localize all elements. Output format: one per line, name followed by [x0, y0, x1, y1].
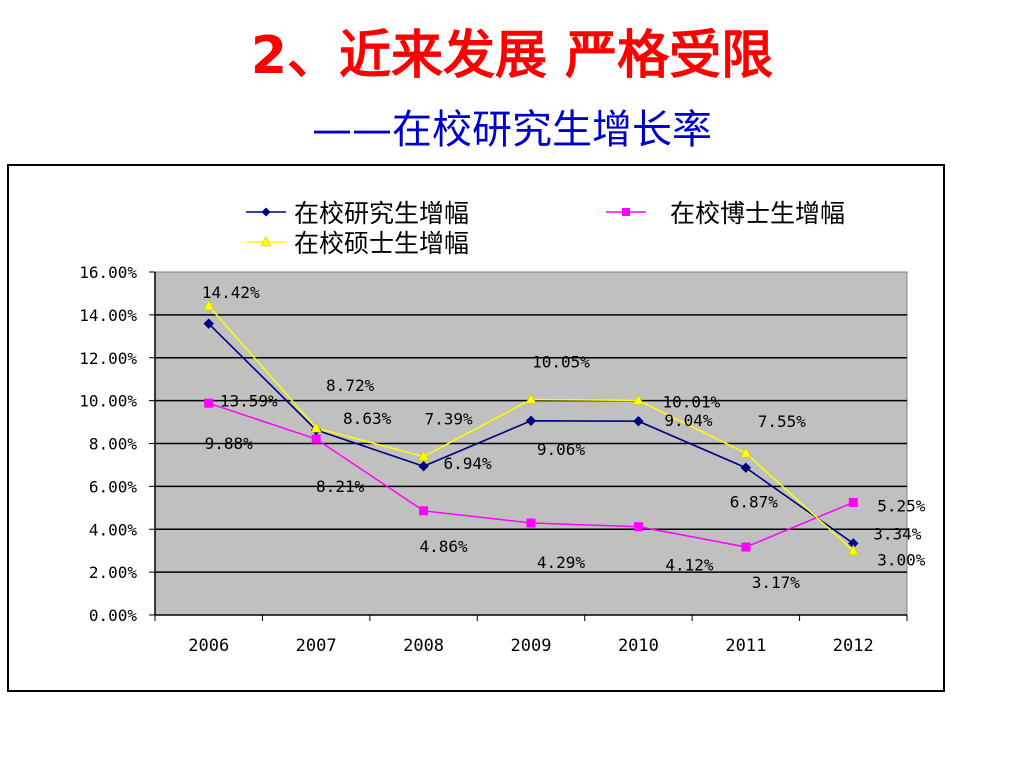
y-tick-label: 4.00%	[89, 520, 138, 539]
series-3-point	[525, 393, 537, 404]
series-2-point	[419, 506, 429, 516]
y-tick-label: 16.00%	[79, 263, 137, 282]
data-label: 6.94%	[443, 454, 492, 473]
data-label: 8.72%	[326, 376, 375, 395]
y-tick-label: 6.00%	[89, 477, 138, 496]
x-tick-label: 2009	[511, 636, 552, 656]
legend-label: 在校硕士生增幅	[294, 229, 469, 258]
data-label: 4.86%	[419, 537, 468, 556]
legend-label: 在校博士生增幅	[670, 199, 845, 228]
x-tick-label: 2012	[833, 636, 874, 656]
data-label: 14.42%	[202, 283, 260, 302]
series-2-point	[526, 518, 536, 528]
data-label: 6.87%	[730, 493, 779, 512]
series-3-point	[310, 421, 322, 433]
series-3-point	[847, 544, 859, 555]
series-2-point	[848, 497, 858, 507]
series-1-point	[633, 415, 644, 427]
x-tick-label: 2011	[725, 636, 766, 656]
x-tick-label: 2006	[188, 636, 229, 656]
data-label: 7.39%	[424, 410, 473, 429]
data-label: 8.63%	[343, 409, 392, 428]
y-tick-label: 2.00%	[89, 563, 138, 582]
y-tick-label: 14.00%	[79, 306, 137, 325]
data-label: 10.01%	[663, 392, 721, 411]
data-label: 3.17%	[752, 573, 801, 592]
data-label: 13.59%	[220, 392, 278, 411]
slide-title: 2、近来发展 严格受限	[250, 26, 774, 86]
data-label: 3.00%	[877, 551, 926, 570]
data-label: 4.29%	[537, 553, 586, 572]
series-3-point	[740, 447, 752, 458]
data-label: 3.34%	[873, 524, 922, 543]
legend-label: 在校研究生增幅	[294, 199, 469, 228]
data-label: 8.21%	[316, 477, 365, 496]
data-label: 9.06%	[537, 440, 586, 459]
series-1-point	[418, 461, 429, 472]
data-label: 7.55%	[758, 412, 807, 431]
plot-area: 16.00% 14.00% 12.00% 10.00% 8.00% 6.00% 4.00% 2…	[79, 263, 926, 656]
y-tick-label: 10.00%	[79, 392, 137, 411]
series-2-point	[204, 398, 214, 408]
x-tick-label: 2010	[618, 636, 659, 656]
series-3-point	[418, 450, 430, 461]
series-1-point	[740, 462, 752, 473]
series-3-point	[632, 394, 644, 405]
series-2-point	[741, 542, 751, 552]
legend-diamond-icon	[261, 207, 271, 217]
legend-triangle-icon	[260, 235, 272, 247]
series-2-point	[633, 522, 643, 532]
series-3-point	[203, 299, 215, 311]
data-label: 4.12%	[665, 556, 714, 575]
x-tick-label: 2007	[296, 636, 337, 656]
data-label: 5.25%	[877, 496, 926, 515]
series-1-point	[203, 318, 214, 329]
y-tick-label: 8.00%	[89, 435, 138, 454]
legend-square-icon	[622, 208, 630, 216]
series-2-point	[311, 434, 321, 444]
y-tick-label: 0.00%	[89, 606, 138, 625]
data-label: 9.04%	[664, 411, 713, 430]
y-tick-label: 12.00%	[79, 349, 137, 368]
data-label: 9.88%	[205, 434, 254, 453]
series-1-point	[525, 415, 537, 426]
slide-subtitle: ——在校研究生增长率	[312, 107, 712, 153]
data-label: 10.05%	[532, 353, 590, 372]
x-tick-label: 2008	[403, 636, 444, 656]
